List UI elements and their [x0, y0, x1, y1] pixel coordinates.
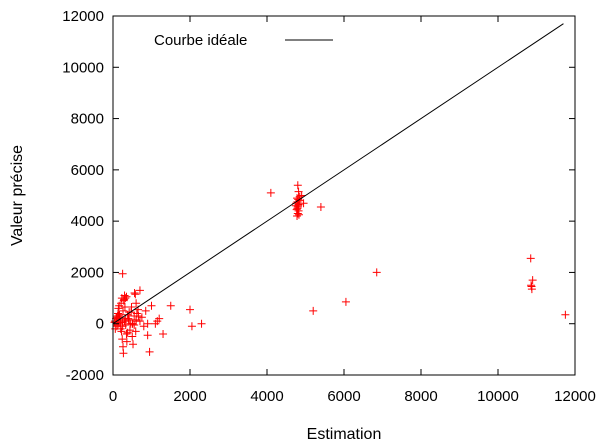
data-point — [145, 347, 154, 356]
ideal-line — [112, 23, 564, 325]
data-point — [316, 203, 325, 212]
y-tick-label: 12000 — [62, 8, 104, 25]
y-axis: -2000 0 2000 4000 6000 8000 10000 12000 — [62, 8, 575, 384]
data-point — [143, 319, 152, 328]
data-point — [187, 322, 196, 331]
data-point — [186, 305, 194, 314]
y-tick-label: 10000 — [62, 59, 104, 76]
y-tick-label: 2000 — [71, 264, 104, 281]
data-point — [122, 292, 131, 301]
data-point — [123, 328, 132, 337]
data-point — [527, 285, 536, 294]
data-point — [134, 312, 143, 321]
y-tick-label: 0 — [96, 316, 104, 333]
data-point — [120, 303, 129, 312]
data-point — [118, 318, 127, 327]
data-point — [135, 286, 144, 295]
x-tick-label: 4000 — [250, 388, 283, 405]
data-point — [119, 306, 128, 315]
data-points — [110, 181, 570, 358]
y-tick-label: 6000 — [71, 162, 104, 179]
data-point — [166, 301, 175, 310]
data-point — [130, 288, 139, 297]
data-point — [294, 187, 303, 196]
data-point — [155, 314, 164, 323]
data-point — [119, 342, 128, 351]
x-axis-title: Estimation — [307, 426, 382, 443]
data-point — [372, 268, 381, 277]
data-point — [143, 331, 152, 340]
data-point — [292, 205, 301, 214]
data-point — [122, 337, 131, 346]
x-tick-label: 8000 — [404, 388, 437, 405]
x-axis: 0 2000 4000 6000 8000 10000 12000 — [109, 16, 596, 405]
legend-label: Courbe idéale — [154, 32, 247, 49]
x-tick-label: 6000 — [327, 388, 360, 405]
plot-frame — [112, 15, 576, 376]
data-point — [147, 301, 156, 310]
y-tick-label: 8000 — [71, 111, 104, 128]
data-point — [130, 320, 139, 329]
data-point — [293, 181, 302, 190]
data-point — [132, 317, 141, 326]
data-point — [526, 254, 535, 263]
legend: Courbe idéale — [154, 32, 333, 49]
data-point — [528, 276, 537, 285]
y-tick-label: 4000 — [71, 213, 104, 230]
data-point — [132, 299, 141, 308]
data-point — [561, 310, 570, 319]
data-point — [291, 201, 300, 210]
data-point — [137, 313, 146, 322]
x-tick-label: 0 — [109, 388, 117, 405]
data-point — [299, 199, 308, 208]
x-tick-label: 2000 — [173, 388, 206, 405]
data-point — [129, 340, 138, 349]
data-point — [197, 319, 206, 328]
data-point — [141, 306, 150, 315]
data-point — [159, 329, 168, 338]
data-point — [114, 312, 123, 321]
data-point — [118, 335, 127, 344]
y-axis-title: Valeur précise — [9, 145, 26, 246]
data-point — [341, 297, 350, 306]
data-point — [266, 188, 275, 197]
data-point — [128, 332, 137, 341]
data-point — [118, 269, 127, 278]
data-point — [131, 327, 140, 336]
data-point — [309, 306, 318, 315]
data-point — [113, 320, 122, 329]
data-point — [131, 290, 140, 299]
x-tick-label: 12000 — [554, 388, 596, 405]
y-tick-label: -2000 — [66, 367, 104, 384]
x-tick-label: 10000 — [477, 388, 519, 405]
ideal-line-layer — [112, 23, 564, 325]
data-point — [294, 210, 303, 219]
data-point — [125, 315, 134, 324]
data-point — [527, 281, 536, 290]
data-point — [122, 329, 131, 338]
